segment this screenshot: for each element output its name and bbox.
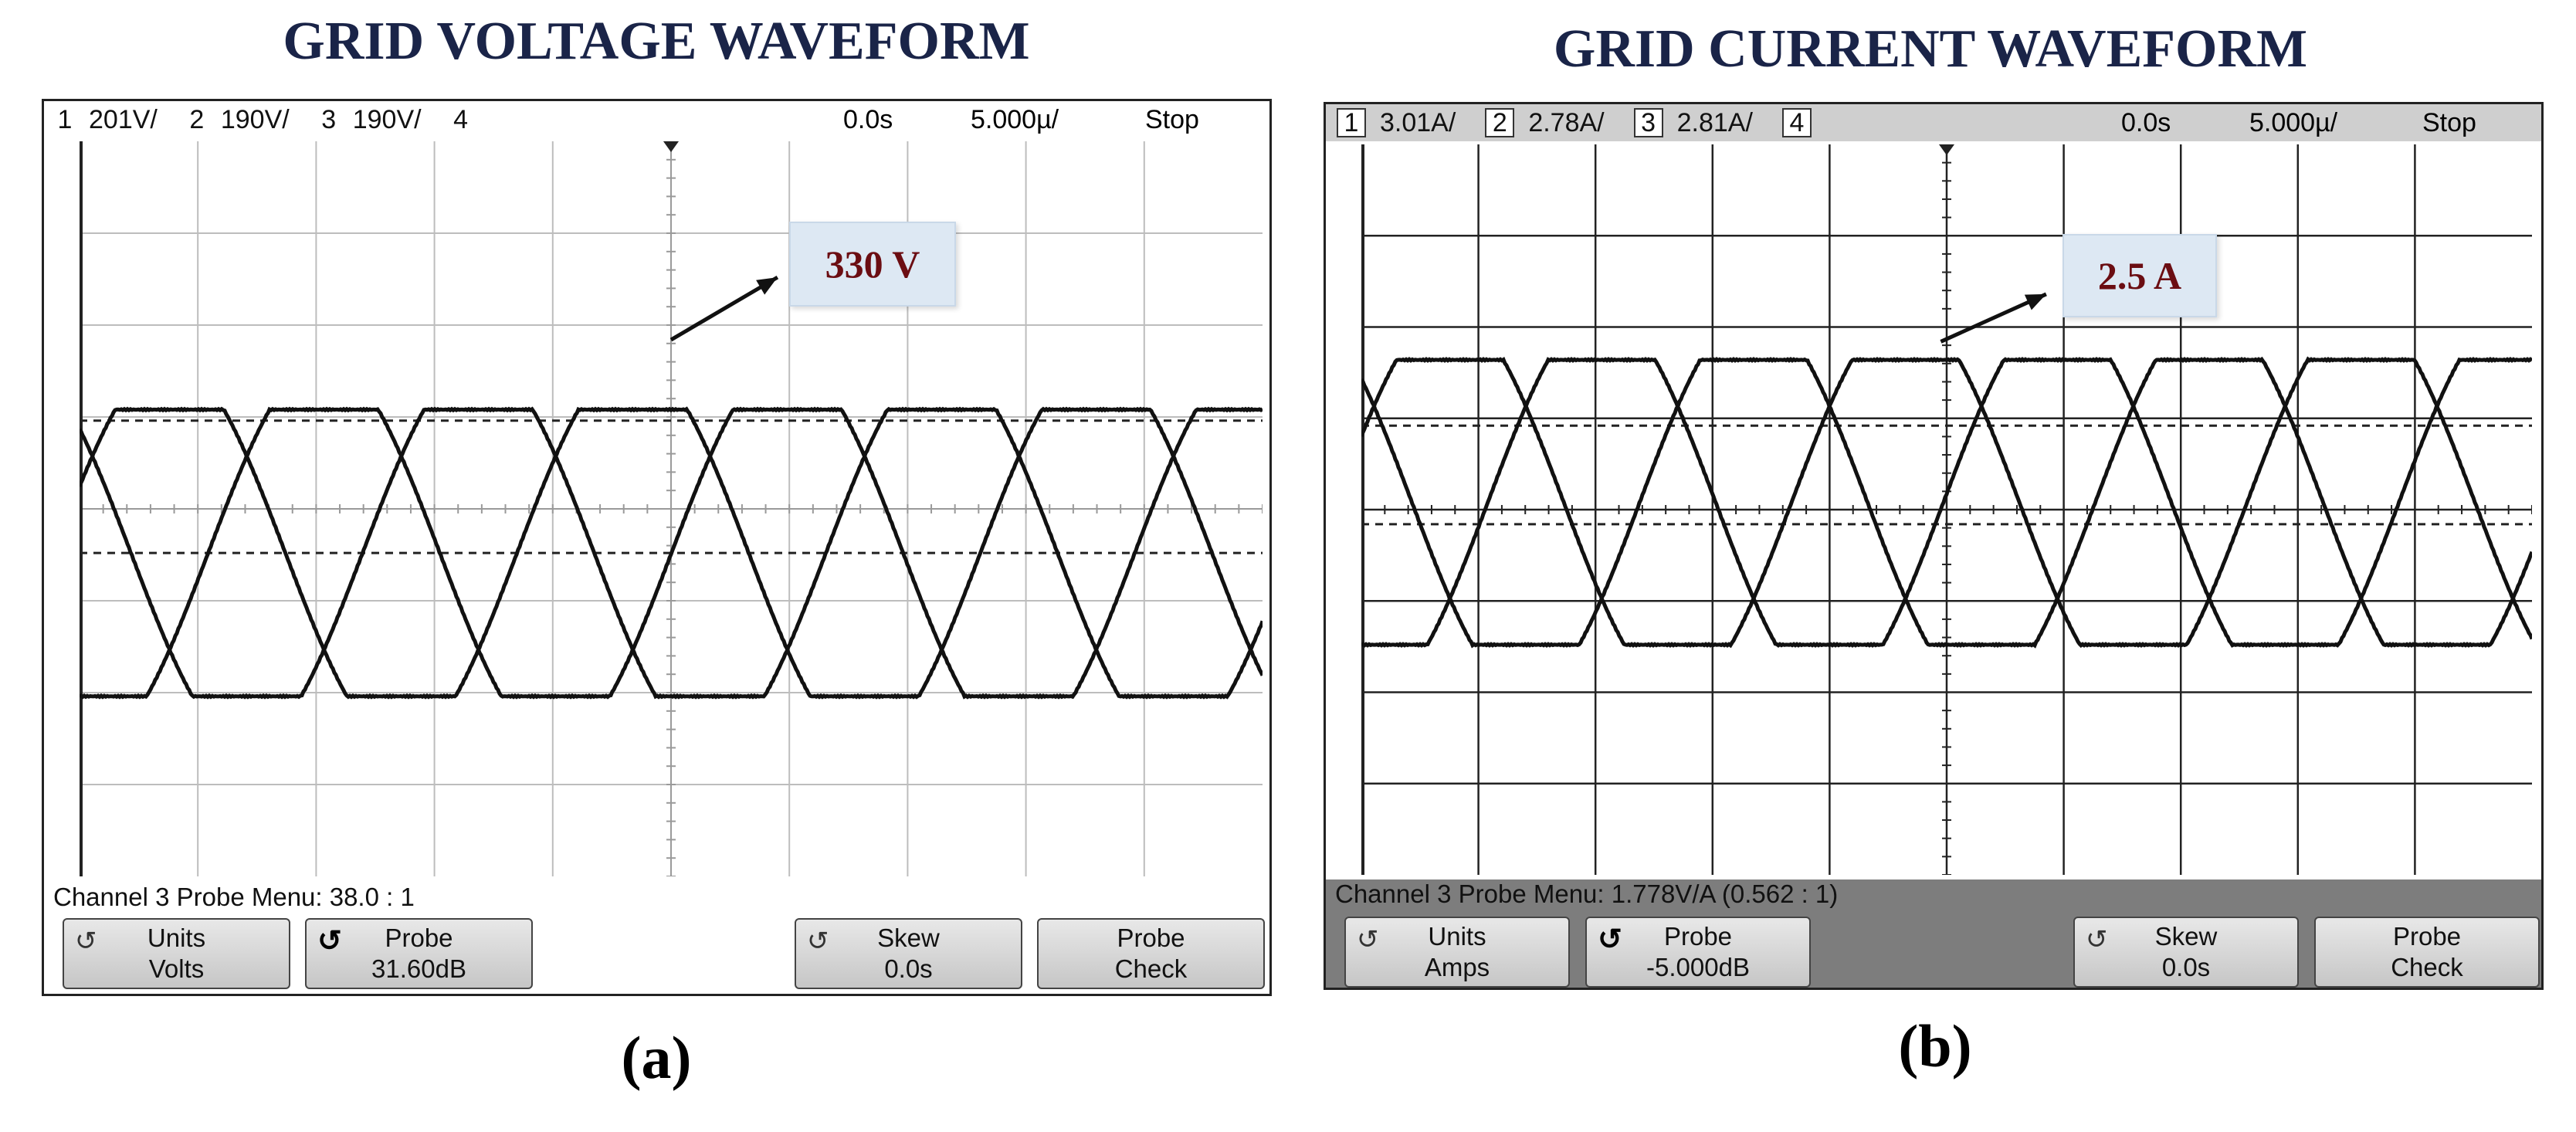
time-scale[interactable]: 5.000µ/	[2249, 107, 2338, 137]
channel-3-status[interactable]: 3 190V/	[321, 104, 422, 134]
softkey-label: Units	[147, 924, 206, 952]
softkey-value: -5.000dB	[1646, 953, 1750, 981]
softkey-value: Check	[1114, 954, 1188, 983]
softkey-value: Volts	[148, 954, 205, 983]
channel-3-status[interactable]: 3 2.81A/	[1633, 108, 1753, 138]
softkey-value: Check	[2391, 953, 2463, 981]
channel-status-bar: 1 3.01A/ 2 2.78A/ 3 2.81A/ 4	[1326, 104, 2541, 141]
channel-4-status[interactable]: 4	[453, 104, 469, 134]
panel-b-title: GRID CURRENT WAVEFORM	[1553, 19, 2308, 79]
channel-1-status[interactable]: 1 201V/	[57, 104, 158, 134]
probe-check-softkey[interactable]: Probe Check	[1037, 918, 1265, 989]
callout-arrowhead	[756, 277, 778, 295]
channel-1-status[interactable]: 1 3.01A/	[1337, 108, 1456, 138]
phase-waveform	[80, 406, 1263, 700]
oscilloscope-screen-current: 1 3.01A/ 2 2.78A/ 3 2.81A/ 4 0.0s 5.000µ/ S…	[1324, 102, 2544, 990]
units-softkey[interactable]: ↺ Units Volts	[63, 918, 290, 989]
phase-waveform	[1361, 356, 2532, 649]
run-state[interactable]: Stop	[1145, 104, 1199, 134]
phase-waveform	[1361, 356, 2532, 649]
oscilloscope-screen-voltage: 1 201V/ 2 190V/ 3 190V/ 4 0.0s 5.000µ/ Stop…	[42, 99, 1272, 996]
waveform-plot	[80, 141, 1263, 876]
waveform-svg	[80, 141, 1263, 876]
softkey-value: 31.60dB	[371, 954, 466, 983]
panel-a-caption: (a)	[621, 1024, 692, 1091]
peak-value-callout: 2.5 A	[2062, 234, 2217, 317]
probe-softkey[interactable]: ↺ Probe 31.60dB	[305, 918, 533, 989]
softkey-label: Probe	[385, 924, 453, 952]
phase-waveform	[1361, 357, 2532, 648]
time-scale[interactable]: 5.000µ/	[971, 104, 1059, 134]
softkey-label: Units	[1428, 922, 1486, 951]
softkey-value: Amps	[1424, 953, 1490, 981]
channel-4-status[interactable]: 4	[1781, 108, 1825, 137]
softkey-value: 0.0s	[884, 954, 933, 983]
channel-2-status[interactable]: 2 2.78A/	[1485, 108, 1605, 138]
trigger-marker-icon	[1939, 144, 1954, 155]
channel-status-bar: 1 201V/ 2 190V/ 3 190V/ 4	[44, 101, 1269, 138]
rotate-icon: ↺	[75, 927, 97, 956]
rotate-icon: ↺	[2086, 925, 2108, 954]
rotate-icon: ↺	[1357, 925, 1379, 954]
peak-value-callout: 330 V	[789, 222, 956, 307]
units-softkey[interactable]: ↺ Units Amps	[1344, 917, 1570, 988]
rotate-icon: ↺	[317, 925, 342, 957]
softkey-label: Skew	[877, 924, 940, 952]
waveform-svg	[1361, 144, 2532, 875]
panel-a-title: GRID VOLTAGE WAVEFORM	[283, 12, 1030, 71]
softkey-label: Probe	[2392, 922, 2462, 951]
probe-check-softkey[interactable]: Probe Check	[2314, 917, 2540, 988]
phase-waveform	[80, 406, 1263, 700]
softkey-label: Skew	[2154, 922, 2218, 951]
skew-softkey[interactable]: ↺ Skew 0.0s	[2073, 917, 2299, 988]
channel-2-status[interactable]: 2 190V/	[189, 104, 290, 134]
rotate-icon: ↺	[807, 927, 829, 956]
softkey-label: Probe	[1117, 924, 1185, 952]
skew-softkey[interactable]: ↺ Skew 0.0s	[795, 918, 1022, 989]
time-offset: 0.0s	[2121, 107, 2171, 137]
rotate-icon: ↺	[1598, 924, 1622, 956]
callout-arrow	[669, 275, 779, 342]
softkey-value: 0.0s	[2161, 953, 2211, 981]
probe-menu-label: Channel 3 Probe Menu: 38.0 : 1	[53, 883, 415, 911]
softkey-label: Probe	[1663, 922, 1733, 951]
probe-menu-label: Channel 3 Probe Menu: 1.778V/A (0.562 : …	[1335, 880, 1839, 908]
callout-arrowhead	[2024, 293, 2046, 310]
time-offset: 0.0s	[843, 104, 893, 134]
phase-waveform	[80, 406, 1263, 700]
waveform-plot	[1361, 144, 2532, 875]
trigger-marker-icon	[663, 141, 679, 152]
panel-b-caption: (b)	[1898, 1012, 1972, 1079]
run-state[interactable]: Stop	[2422, 107, 2476, 137]
probe-softkey[interactable]: ↺ Probe -5.000dB	[1585, 917, 1811, 988]
